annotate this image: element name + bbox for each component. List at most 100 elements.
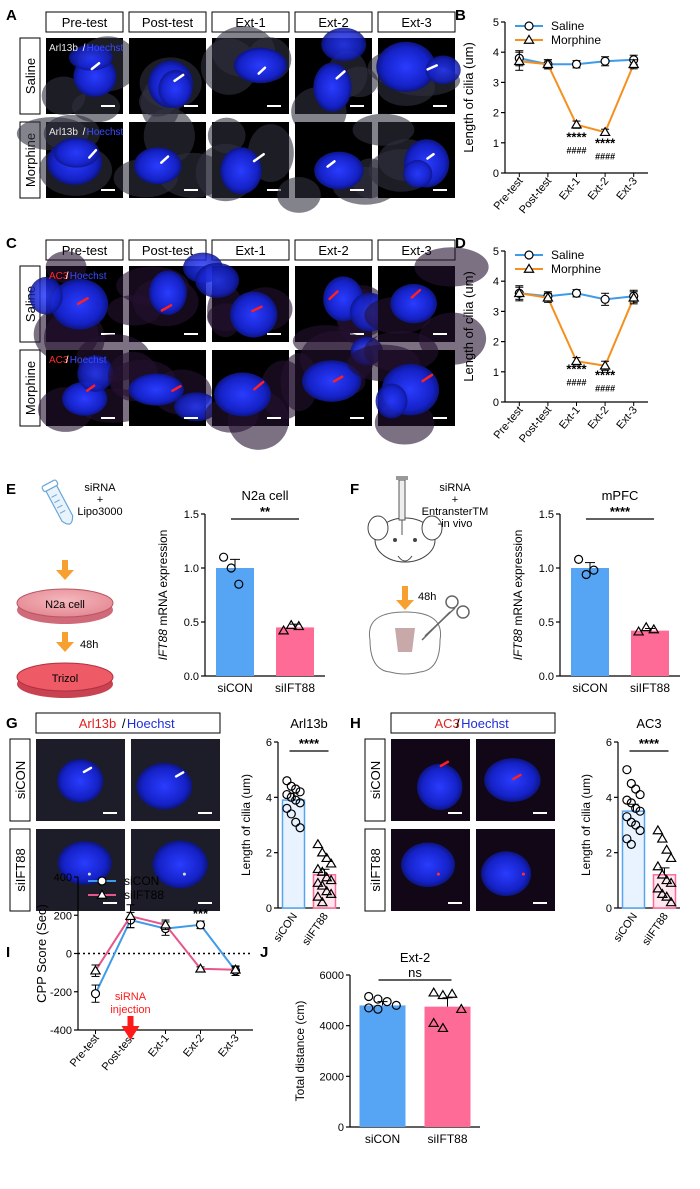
x-tick-label: siIFT88 <box>427 1132 467 1146</box>
header-separator: / <box>456 716 460 731</box>
red-arrow-down-icon <box>121 1026 140 1040</box>
schematic-f: siRNA + EntransterTM -in vivo 48h <box>367 476 488 675</box>
data-point-triangle <box>542 58 554 69</box>
x-tick-label: siIFT88 <box>275 681 315 695</box>
data-point-circle <box>291 817 301 827</box>
cilium <box>328 290 339 301</box>
data-point-circle <box>226 563 236 573</box>
legend-marker <box>96 889 108 899</box>
chart-title: mPFC <box>602 488 639 503</box>
significance-annotation: **** <box>595 367 616 382</box>
bar <box>359 1005 406 1127</box>
nucleus <box>402 159 433 188</box>
x-tick-label: siCON <box>572 681 607 695</box>
nucleus <box>57 841 112 885</box>
data-point-triangle <box>513 55 525 66</box>
significance-label: **** <box>299 736 320 751</box>
data-point-triangle <box>293 620 305 631</box>
nucleus <box>136 762 193 810</box>
data-point-triangle <box>570 118 583 129</box>
data-point-circle <box>295 787 305 797</box>
data-point-triangle <box>316 896 328 907</box>
data-point-triangle <box>316 866 328 876</box>
y-tick-label: 2 <box>493 337 499 349</box>
stain-label-a: Arl13b <box>49 127 78 138</box>
cilium <box>512 773 522 781</box>
y-tick-label: 6000 <box>320 970 344 982</box>
cilium <box>251 305 263 313</box>
schematic-e: siRNA + Lipo3000 N2a cell 48h Trizol <box>16 479 123 698</box>
cilium <box>426 64 438 71</box>
reagent2-label: Lipo3000 <box>77 506 122 518</box>
cell-label: N2a cell <box>45 599 85 611</box>
nucleus <box>57 759 104 803</box>
data-point-triangle <box>428 986 440 997</box>
data-point-circle <box>282 776 292 786</box>
significance-annotation: *** <box>193 906 209 921</box>
significance-label: **** <box>639 736 660 751</box>
cilium <box>160 304 173 312</box>
data-point-circle <box>571 59 582 69</box>
data-point-circle <box>635 825 645 836</box>
arrow-down-icon <box>56 560 74 580</box>
data-point-circle <box>391 1000 401 1011</box>
header-stain-b: Hoechst <box>461 716 509 731</box>
y-tick-label: 2 <box>266 848 272 860</box>
cilium <box>257 66 267 75</box>
bar-chart-f: 0.0 0.5 1.0 1.5 siCON siIFT88 mPFC**** IFT88 mR… <box>511 488 680 695</box>
y-tick-label: 0.5 <box>184 617 199 629</box>
y-tick-label: 2000 <box>320 1071 344 1083</box>
y-tick-label: 1.0 <box>539 563 554 575</box>
nucleus <box>417 763 463 811</box>
y-axis-label: Length of cilia (um) <box>239 774 253 876</box>
significance-annotation: **** <box>595 135 616 150</box>
data-point-triangle <box>599 359 611 370</box>
injection-label: injection <box>110 1004 150 1016</box>
legend-marker <box>523 263 535 273</box>
data-point-triangle <box>513 287 525 298</box>
row-header: Saline <box>23 58 38 94</box>
legend-marker <box>97 876 107 886</box>
y-tick-label: 6 <box>266 737 272 749</box>
plus-label: + <box>97 494 103 506</box>
nucleus <box>484 758 541 802</box>
cilium <box>173 73 185 83</box>
cilium <box>253 380 265 391</box>
reagent3-label: -in vivo <box>438 518 473 530</box>
column-header-box <box>377 11 456 33</box>
y-axis-label: Length of cilia (um) <box>461 271 476 382</box>
data-point-triangle <box>661 874 673 885</box>
nucleus <box>158 69 193 109</box>
background-haze <box>414 247 489 287</box>
row-header-box <box>19 37 41 115</box>
column-header: Ext-2 <box>318 15 348 30</box>
significance-annotation: #### <box>566 145 586 155</box>
micrograph-grid-h: AC3/Hoechst siCON siIFT88 <box>364 712 556 912</box>
series-line <box>519 292 635 367</box>
data-point-triangle <box>312 838 324 849</box>
data-point-triangle <box>652 860 664 871</box>
y-tick-label: -200 <box>50 987 72 999</box>
data-point-circle <box>295 823 305 833</box>
header-box <box>390 712 556 734</box>
significance-annotation: **** <box>566 129 587 144</box>
data-point-circle <box>90 989 101 999</box>
y-tick-label: 5 <box>493 17 499 29</box>
data-point-circle <box>626 778 636 789</box>
row-header: siIFT88 <box>13 848 28 891</box>
y-tick-label: 400 <box>54 872 72 884</box>
y-axis-label-gene: IFT88 <box>511 629 525 661</box>
nucleus <box>53 137 100 168</box>
row-header: siCON <box>368 761 383 799</box>
y-tick-label: 6 <box>606 737 612 749</box>
panel-letter-d: D <box>455 235 466 252</box>
bar-chart-e: 0.0 0.5 1.0 1.5 siCON siIFT88 N2a cell** IFT88 … <box>156 488 325 695</box>
data-point-circle <box>626 798 636 808</box>
data-point-triangle <box>542 292 554 302</box>
y-tick-label: 4 <box>266 792 272 804</box>
x-tick-label: Ext-3 <box>614 175 640 202</box>
y-tick-label: 1.0 <box>184 563 199 575</box>
background-haze <box>280 353 319 412</box>
syringe-icon <box>396 476 408 535</box>
